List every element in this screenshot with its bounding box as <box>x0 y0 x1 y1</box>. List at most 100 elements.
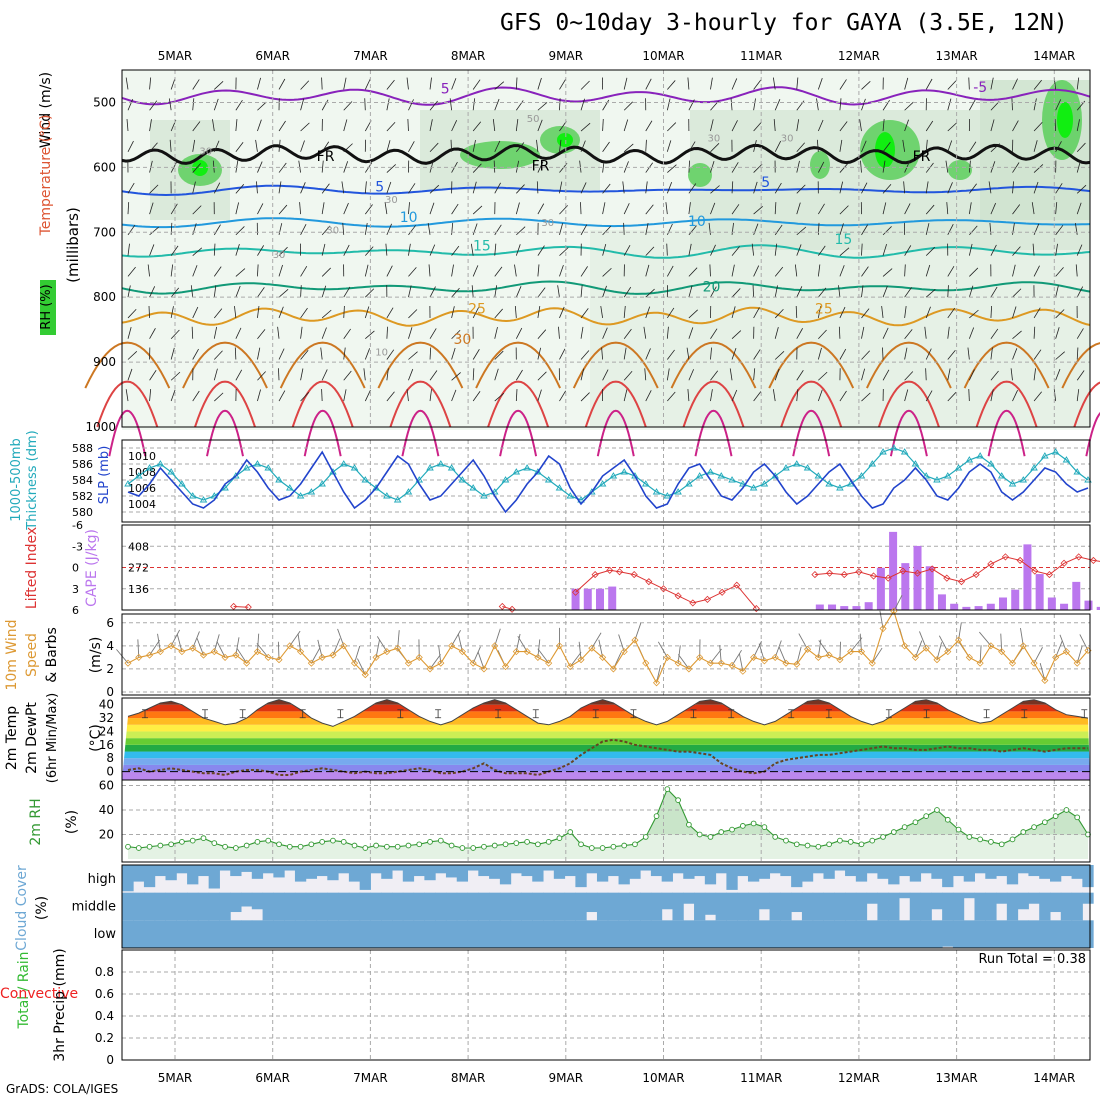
wind-barb <box>709 264 711 277</box>
wind-barb <box>946 202 949 215</box>
rh-marker <box>297 843 304 850</box>
cloud-cell <box>208 865 220 889</box>
rh-marker <box>944 816 951 823</box>
cloud-cell <box>704 920 717 948</box>
wind-barb <box>580 202 582 215</box>
wind-barb <box>904 371 914 381</box>
slp-marker <box>1073 468 1082 475</box>
wind-barb <box>580 350 590 360</box>
wind-barb <box>753 140 757 152</box>
wind-barb-10m <box>731 649 742 666</box>
cloud-cell <box>909 892 922 921</box>
thickness-tick-label: 582 <box>72 490 93 503</box>
wind-barb <box>300 98 305 111</box>
cloud-cell <box>823 865 835 879</box>
cloud-cell <box>510 920 522 948</box>
cloud-cell <box>1082 865 1094 888</box>
rh-marker <box>588 845 595 851</box>
x-tick-label-top: 13MAR <box>936 49 978 63</box>
wind-barb <box>904 264 906 277</box>
x-tick-label-top: 8MAR <box>451 49 486 63</box>
wind-barb <box>623 305 626 318</box>
wind-marker <box>750 653 758 661</box>
min-max-marker <box>495 709 502 719</box>
wind-barb <box>192 223 197 235</box>
wind-barb <box>666 307 675 319</box>
wind-barb-10m <box>537 648 550 664</box>
wind-barb <box>321 225 331 236</box>
wind-barb <box>667 164 677 173</box>
wind-marker <box>189 644 197 652</box>
x-tick-label-bottom: 7MAR <box>353 1071 388 1085</box>
wind-barb <box>494 224 502 236</box>
wind-barb <box>947 98 952 111</box>
rh-marker <box>362 845 369 851</box>
wind-barb <box>579 160 582 173</box>
x-tick-label-top: 6MAR <box>255 49 290 63</box>
wind-marker <box>437 659 445 667</box>
li-marker <box>498 602 506 611</box>
sounding-ylabel-rh: RH (%) <box>39 284 54 329</box>
cloud-cell <box>888 892 900 921</box>
wind-barb <box>861 81 871 90</box>
contour-line-30 <box>182 341 268 389</box>
wind-barb <box>343 161 349 173</box>
cloud-cell <box>241 892 253 907</box>
wind-barb <box>645 264 650 277</box>
li-marker <box>1060 559 1068 567</box>
slp-ylabel: SLP (mb) <box>97 446 112 505</box>
rh-marker <box>222 843 228 850</box>
slp-marker <box>296 492 305 499</box>
cloud-cell <box>737 920 749 948</box>
cloud-cell <box>974 865 986 874</box>
rh-marker <box>718 829 725 835</box>
min-max-marker <box>592 709 599 719</box>
wind-barb <box>1012 330 1022 340</box>
wind-barb <box>343 347 346 360</box>
wind-barb-10m <box>618 634 625 652</box>
cloud-cell <box>780 892 792 921</box>
lifted-index-line <box>575 569 757 609</box>
slp-marker <box>1019 476 1028 483</box>
x-tick-label-bottom: 13MAR <box>936 1071 978 1085</box>
x-tick-label-top: 7MAR <box>353 49 388 63</box>
cloud-cell <box>931 920 943 948</box>
temp-band <box>122 771 1090 780</box>
wind-ylabel-units: (m/s) <box>88 637 104 674</box>
wind-barb-10m <box>753 641 762 658</box>
wind-barb <box>902 139 906 152</box>
contour-label: 25 <box>468 301 486 317</box>
wind-barb <box>710 389 713 402</box>
wind-barb <box>708 222 711 235</box>
wind-barb <box>665 202 668 215</box>
contour-line-35 <box>487 380 550 428</box>
freezing-level-line <box>121 143 1091 165</box>
cloud-cell <box>942 892 954 921</box>
cape-bar <box>852 606 861 610</box>
wind-barb <box>1054 119 1057 132</box>
wind-barb <box>321 285 327 298</box>
cloud-cell <box>262 865 274 874</box>
wind-barb <box>1076 347 1079 360</box>
cloud-cell <box>553 892 566 921</box>
slp-marker <box>361 476 370 483</box>
wind-barb <box>428 264 431 277</box>
wind-barb <box>493 160 496 173</box>
wind-barb-10m <box>170 629 180 647</box>
cloud-cell <box>1006 892 1019 921</box>
cloud-cell <box>1071 892 1083 921</box>
slp-marker <box>577 496 585 503</box>
cloud-cell <box>478 892 490 921</box>
wind-barb <box>1076 160 1081 173</box>
rh-marker <box>481 843 487 850</box>
wind-barb <box>602 285 607 298</box>
rh-marker <box>384 843 390 850</box>
wind-barb <box>1012 120 1019 132</box>
wind-barb <box>1012 246 1021 256</box>
cloud-cell <box>780 920 792 948</box>
li-marker <box>928 565 936 573</box>
min-max-marker <box>532 709 539 719</box>
wind-barb <box>559 98 561 111</box>
wind-barb <box>925 390 933 402</box>
wind-barb <box>924 326 927 339</box>
